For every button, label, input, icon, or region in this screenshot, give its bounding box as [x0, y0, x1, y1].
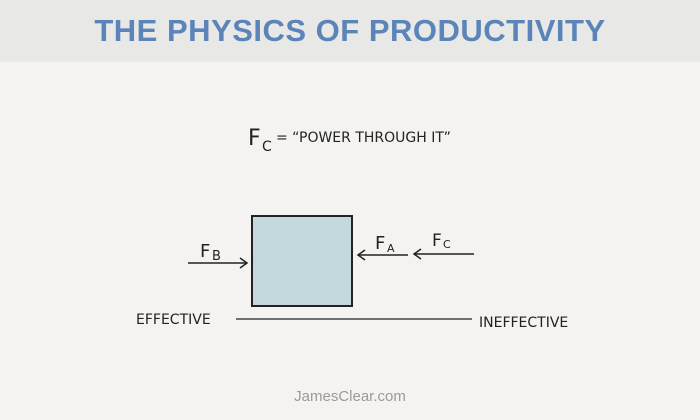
effectiveness-scale: EFFECTIVE INEFFECTIVE	[136, 312, 568, 331]
svg-text:F: F	[375, 233, 385, 254]
svg-text:C: C	[443, 238, 451, 251]
force-b-arrow: F B	[188, 241, 249, 269]
svg-text:= “POWER THROUGH IT”: = “POWER THROUGH IT”	[276, 130, 451, 146]
svg-text:INEFFECTIVE: INEFFECTIVE	[479, 315, 568, 331]
object-box	[251, 215, 353, 307]
svg-text:EFFECTIVE: EFFECTIVE	[136, 312, 211, 328]
svg-text:B: B	[212, 249, 221, 264]
header-banner: THE PHYSICS OF PRODUCTIVITY	[0, 0, 700, 62]
force-c-arrow: F C	[412, 231, 474, 260]
svg-text:F: F	[432, 231, 442, 251]
site-credit: JamesClear.com	[294, 388, 406, 405]
svg-text:A: A	[387, 242, 395, 255]
svg-text:F: F	[200, 241, 210, 262]
equation: F C = “POWER THROUGH IT”	[248, 126, 451, 155]
svg-text:C: C	[262, 139, 272, 155]
svg-text:F: F	[248, 126, 261, 151]
page-title: THE PHYSICS OF PRODUCTIVITY	[94, 13, 606, 48]
force-a-arrow: F A	[356, 233, 408, 261]
